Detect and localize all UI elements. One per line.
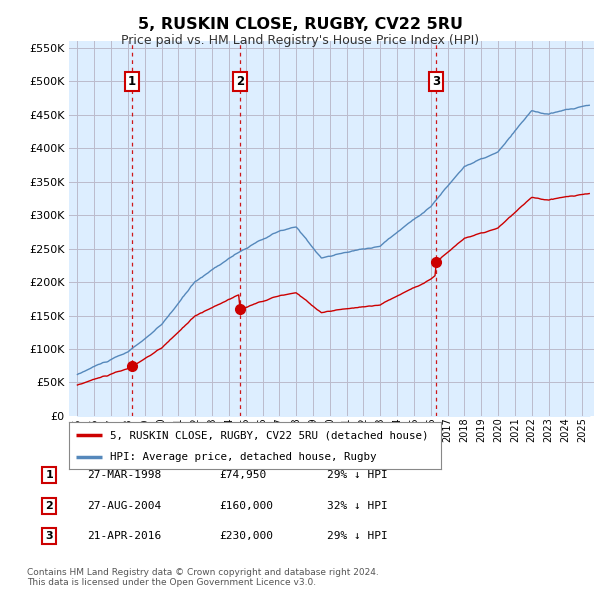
Text: 29% ↓ HPI: 29% ↓ HPI: [327, 470, 388, 480]
Text: 2: 2: [46, 501, 53, 510]
Text: £74,950: £74,950: [219, 470, 266, 480]
Text: £160,000: £160,000: [219, 501, 273, 510]
Text: Price paid vs. HM Land Registry's House Price Index (HPI): Price paid vs. HM Land Registry's House …: [121, 34, 479, 47]
Text: 27-AUG-2004: 27-AUG-2004: [87, 501, 161, 510]
Text: 2: 2: [236, 75, 244, 88]
Text: 1: 1: [46, 470, 53, 480]
Text: 3: 3: [432, 75, 440, 88]
Text: 27-MAR-1998: 27-MAR-1998: [87, 470, 161, 480]
Text: This data is licensed under the Open Government Licence v3.0.: This data is licensed under the Open Gov…: [27, 578, 316, 587]
Text: 5, RUSKIN CLOSE, RUGBY, CV22 5RU: 5, RUSKIN CLOSE, RUGBY, CV22 5RU: [137, 17, 463, 31]
Text: £230,000: £230,000: [219, 532, 273, 541]
Text: Contains HM Land Registry data © Crown copyright and database right 2024.: Contains HM Land Registry data © Crown c…: [27, 568, 379, 577]
Text: HPI: Average price, detached house, Rugby: HPI: Average price, detached house, Rugb…: [110, 453, 376, 462]
Text: 1: 1: [128, 75, 136, 88]
Text: 5, RUSKIN CLOSE, RUGBY, CV22 5RU (detached house): 5, RUSKIN CLOSE, RUGBY, CV22 5RU (detach…: [110, 430, 428, 440]
Text: 3: 3: [46, 532, 53, 541]
Text: 32% ↓ HPI: 32% ↓ HPI: [327, 501, 388, 510]
Text: 21-APR-2016: 21-APR-2016: [87, 532, 161, 541]
Text: 29% ↓ HPI: 29% ↓ HPI: [327, 532, 388, 541]
